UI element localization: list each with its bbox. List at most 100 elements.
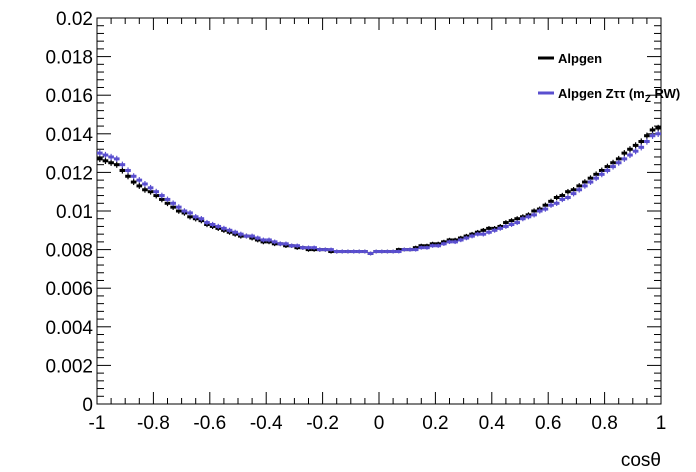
data-point <box>125 173 131 180</box>
data-point <box>300 245 306 250</box>
y-tick-label: 0 <box>82 395 93 416</box>
data-point <box>627 146 633 153</box>
data-point <box>615 159 622 166</box>
data-point <box>350 249 357 254</box>
y-tick-label: 0.02 <box>56 9 93 30</box>
data-point <box>305 245 312 250</box>
data-point <box>638 138 645 145</box>
data-point <box>542 206 549 212</box>
data-point <box>655 130 661 137</box>
data-point <box>164 196 171 203</box>
data-point <box>362 249 368 254</box>
x-tick-label: -0.2 <box>306 413 339 434</box>
data-point <box>345 249 351 254</box>
x-tick-label: -1 <box>89 413 106 434</box>
data-point <box>130 173 137 180</box>
data-point <box>147 184 154 191</box>
y-tick-label: 0.004 <box>45 318 93 339</box>
data-point <box>486 229 492 235</box>
data-point <box>553 194 560 201</box>
data-point <box>598 171 605 178</box>
legend-label-alpgen-ztautau: Alpgen Zττ (mZ RW) <box>558 86 680 105</box>
data-point <box>204 219 210 226</box>
data-point <box>429 243 436 248</box>
data-point <box>525 214 532 220</box>
y-tick-label: 0.008 <box>45 241 93 262</box>
data-point <box>356 249 363 254</box>
data-point <box>271 239 278 245</box>
data-point <box>638 144 645 151</box>
data-point <box>333 249 340 254</box>
data-point <box>418 245 425 250</box>
data-point <box>142 181 148 187</box>
data-point <box>226 227 233 233</box>
data-point <box>215 223 222 230</box>
y-tick-label: 0.01 <box>56 202 93 223</box>
legend-label-tail: RW) <box>651 86 680 101</box>
data-point <box>130 179 137 186</box>
data-point <box>401 247 408 252</box>
data-point <box>649 132 656 139</box>
data-point <box>503 224 509 229</box>
data-point <box>435 243 442 248</box>
series-1 <box>97 130 661 256</box>
x-tick-label: 0 <box>374 413 385 434</box>
data-point <box>655 124 661 132</box>
data-point <box>175 204 182 210</box>
data-point <box>136 182 143 189</box>
data-point <box>559 196 566 203</box>
data-point <box>565 188 571 195</box>
data-point <box>395 249 402 254</box>
data-point <box>621 150 628 157</box>
data-point <box>277 241 284 247</box>
x-axis-title: cosθ <box>621 450 661 471</box>
data-point <box>553 200 560 206</box>
data-point <box>260 237 267 243</box>
x-tick-label: -0.4 <box>250 413 283 434</box>
data-point <box>108 153 114 161</box>
x-tick-label: -0.8 <box>137 413 170 434</box>
data-point <box>407 247 413 252</box>
legend-label-alpgen: Alpgen <box>558 51 602 66</box>
data-point <box>610 163 616 170</box>
data-point <box>497 225 504 231</box>
data-point <box>446 239 453 245</box>
y-tick-label: 0.018 <box>45 48 93 69</box>
data-point <box>649 126 656 134</box>
data-point <box>379 249 385 254</box>
data-point <box>531 212 537 218</box>
x-axis: -1 -0.8 -0.6 -0.4 -0.2 0 0.2 0.4 0.6 0.8 1 <box>89 18 667 434</box>
x-tick-label: 1 <box>656 413 667 434</box>
data-point <box>232 229 238 235</box>
y-tick-label: 0.002 <box>45 356 93 377</box>
data-point <box>474 231 481 237</box>
data-point <box>469 233 475 239</box>
data-point <box>288 243 295 248</box>
y-axis: 0 0.002 0.004 0.006 0.008 0.01 0.012 0.014 0.016… <box>45 9 661 416</box>
data-point <box>441 241 447 246</box>
legend-label-main: Alpgen Zττ (m <box>558 86 645 101</box>
data-point <box>373 249 379 254</box>
data-point <box>576 186 583 193</box>
data-point <box>412 247 419 252</box>
y-tick-label: 0.006 <box>45 279 93 300</box>
data-point <box>316 247 323 252</box>
data-point <box>644 132 650 139</box>
data-point <box>627 151 633 159</box>
data-point <box>582 183 588 189</box>
data-point <box>367 251 374 256</box>
data-point <box>322 247 329 252</box>
data-point <box>632 142 639 149</box>
data-point <box>452 239 458 245</box>
data-point <box>480 231 487 237</box>
data-point <box>491 227 498 233</box>
data-point <box>384 249 391 254</box>
data-point <box>97 149 103 157</box>
data-point <box>113 161 120 168</box>
data-point <box>198 216 205 222</box>
data-point <box>390 249 396 254</box>
data-point <box>424 245 430 250</box>
data-point <box>593 175 599 182</box>
data-point <box>520 216 526 222</box>
